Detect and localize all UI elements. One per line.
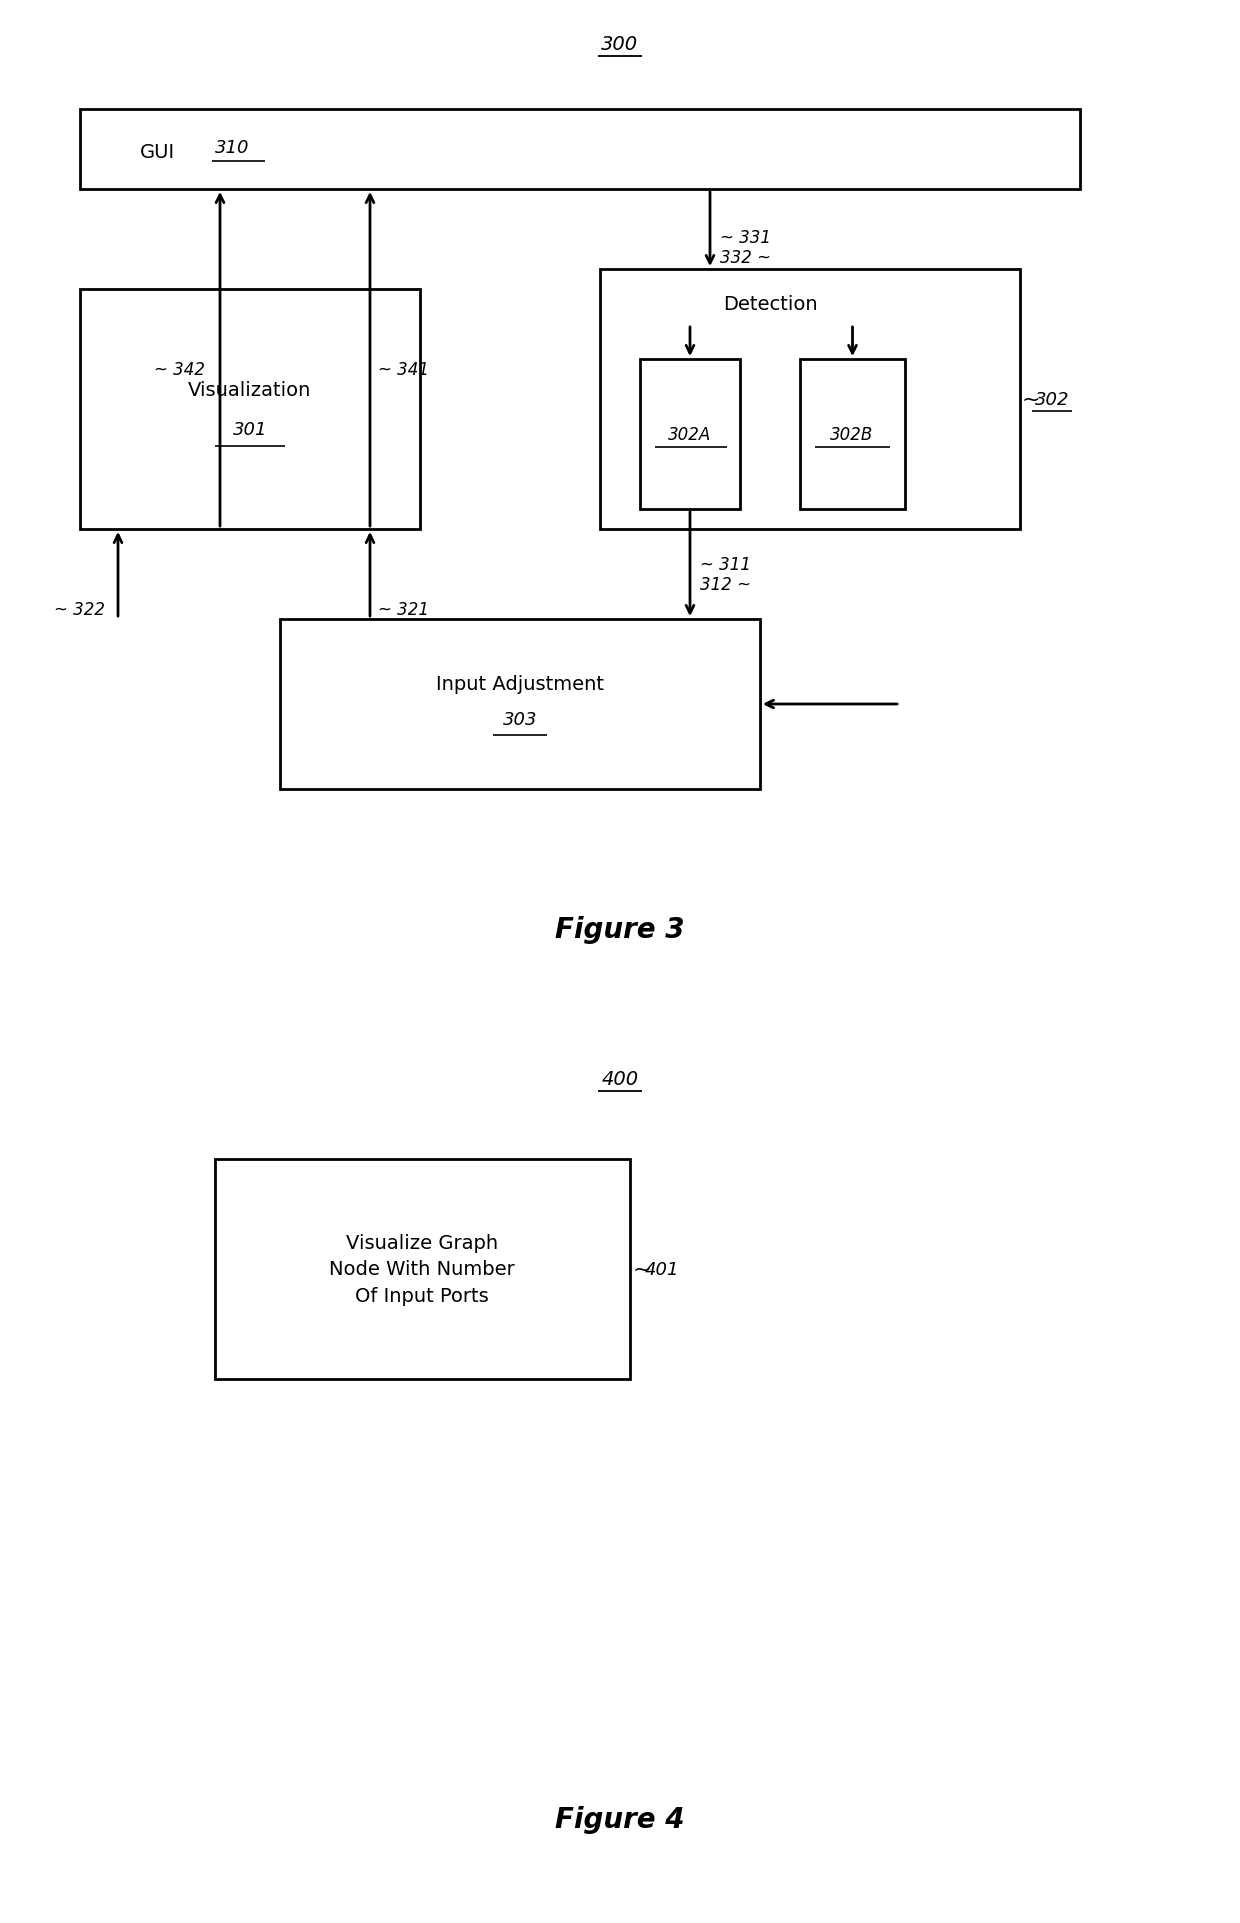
Text: 301: 301 (233, 421, 268, 438)
Bar (81, 290, 420, 529)
Text: Figure 3: Figure 3 (556, 915, 684, 944)
Text: 300: 300 (601, 35, 639, 54)
Bar (81, 110, 1080, 190)
Text: 303: 303 (502, 712, 537, 729)
Text: ~: ~ (632, 1260, 652, 1279)
Text: ~ 321: ~ 321 (378, 600, 429, 619)
Text: ~ 342: ~ 342 (154, 362, 205, 379)
Text: ~ 331: ~ 331 (720, 229, 771, 246)
Text: ~ 322: ~ 322 (55, 600, 105, 619)
Text: ~: ~ (1022, 390, 1040, 410)
Text: 312 ~: 312 ~ (701, 575, 751, 594)
Bar (640, 360, 740, 510)
Text: 310: 310 (215, 138, 249, 158)
Text: Figure 4: Figure 4 (556, 1806, 684, 1833)
Text: 332 ~: 332 ~ (720, 248, 771, 267)
Text: ~ 311: ~ 311 (701, 556, 751, 573)
Text: 401: 401 (645, 1260, 680, 1279)
Text: Detection: Detection (723, 296, 817, 313)
Bar (280, 619, 760, 790)
Text: 400: 400 (601, 1069, 639, 1088)
Bar (800, 360, 905, 510)
Text: Visualization: Visualization (188, 381, 311, 400)
Bar (215, 1160, 630, 1379)
Text: 302B: 302B (831, 425, 874, 444)
Text: ~ 341: ~ 341 (378, 362, 429, 379)
Text: 302A: 302A (668, 425, 712, 444)
Text: Input Adjustment: Input Adjustment (436, 675, 604, 694)
Text: Visualize Graph
Node With Number
Of Input Ports: Visualize Graph Node With Number Of Inpu… (329, 1233, 515, 1306)
Text: 302: 302 (1035, 390, 1069, 410)
Bar (600, 269, 1021, 529)
Text: GUI: GUI (140, 142, 175, 162)
